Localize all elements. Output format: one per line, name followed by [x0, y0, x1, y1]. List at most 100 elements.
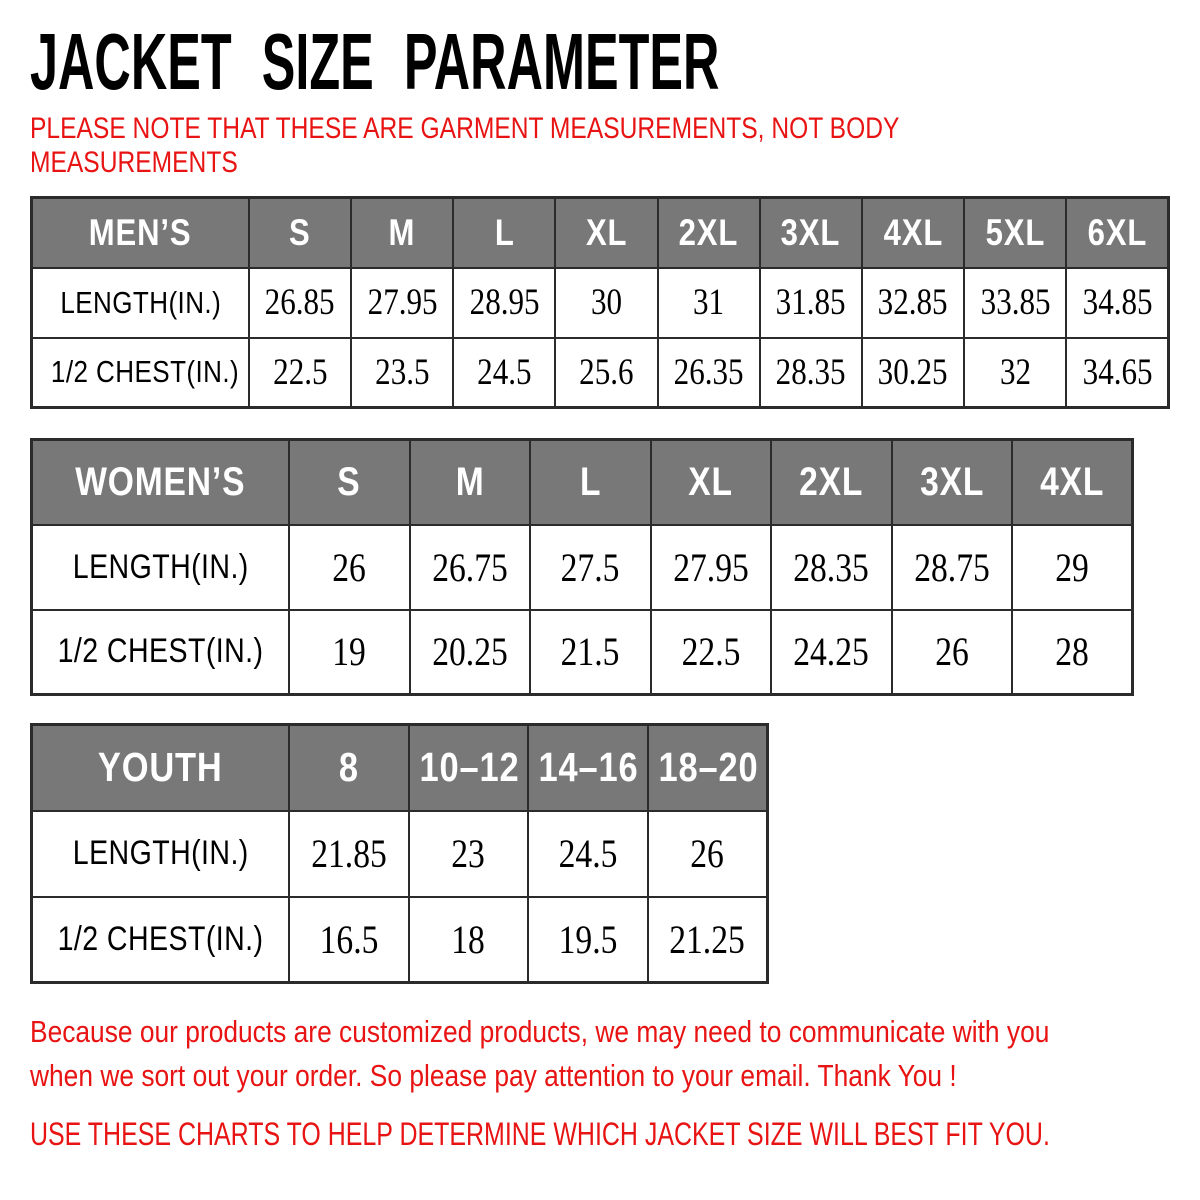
size-value: 31	[693, 282, 725, 323]
youth-col-header-10-12: 10–12	[407, 723, 530, 812]
row-label-cell: 1/2 CHEST(IN.)	[30, 895, 290, 984]
womens-col-header-s: S	[288, 438, 411, 526]
womens-col-header-3xl: 3XL	[890, 438, 1013, 526]
size-value: 26	[332, 544, 367, 590]
size-value-cell: 16.5	[288, 895, 410, 984]
size-value: 23	[451, 831, 486, 876]
size-value-cell: 27.95	[350, 266, 455, 339]
mens-table-title: MEN’S	[89, 211, 192, 253]
womens-col-header-xl: XL	[649, 438, 772, 526]
customization-notice-line-2: when we sort out your order. So please p…	[30, 1054, 1170, 1098]
size-value-cell: 27.5	[529, 523, 652, 611]
size-value: 26	[934, 629, 969, 675]
size-value-cell: 26	[288, 523, 411, 611]
youth-chest-row: 1/2 CHEST(IN.) 16.5 18 19.5 21.25	[30, 895, 769, 984]
mens-col-header-2xl: 2XL	[656, 196, 761, 269]
col-header-text: L	[579, 459, 601, 504]
size-value-cell: 26.75	[408, 523, 531, 611]
col-header-text: M	[455, 459, 485, 504]
row-label-cell: 1/2 CHEST(IN.)	[30, 608, 290, 696]
size-value-cell: 27.95	[649, 523, 772, 611]
size-value-cell: 31	[656, 266, 761, 339]
note-line-2-text: MEASUREMENTS	[30, 146, 238, 179]
size-value: 30.25	[878, 351, 948, 393]
row-label-cell: LENGTH(IN.)	[30, 266, 250, 339]
youth-size-table: YOUTH 8 10–12 14–16 18–20 LENGTH(IN.) 21…	[30, 723, 769, 984]
size-parameter-sheet: JACKET SIZE PARAMETER PLEASE NOTE THAT T…	[30, 17, 1170, 1154]
size-value: 21.85	[311, 831, 387, 876]
womens-table-title: WOMEN’S	[75, 459, 246, 504]
size-value: 29	[1055, 544, 1089, 590]
mens-col-header-xl: XL	[554, 196, 659, 269]
row-label-cell: LENGTH(IN.)	[30, 809, 290, 898]
col-header-text: 5XL	[985, 211, 1045, 253]
womens-col-header-m: M	[408, 438, 531, 526]
size-value: 18	[451, 916, 486, 962]
garment-measurement-note: PLEASE NOTE THAT THESE ARE GARMENT MEASU…	[30, 112, 1170, 180]
womens-col-header-l: L	[529, 438, 652, 526]
col-header-text: 10–12	[419, 744, 520, 791]
customization-notice-line-2-text: when we sort out your order. So please p…	[30, 1058, 957, 1093]
size-value-cell: 26	[890, 608, 1013, 696]
size-value: 19.5	[558, 916, 618, 962]
col-header-text: L	[494, 211, 515, 253]
page-title: JACKET SIZE PARAMETER	[30, 17, 720, 106]
size-value: 34.65	[1082, 351, 1153, 393]
size-value: 30	[591, 282, 623, 323]
mens-col-header-4xl: 4XL	[860, 196, 966, 269]
col-header-text: 2XL	[678, 211, 739, 253]
size-value: 24.5	[477, 351, 532, 393]
col-header-text: 3XL	[919, 459, 984, 504]
col-header-text: 6XL	[1087, 211, 1147, 253]
size-value-cell: 26.35	[656, 336, 761, 409]
size-value: 26.75	[431, 544, 508, 590]
row-label: LENGTH(IN.)	[72, 547, 249, 586]
size-value: 21.5	[560, 629, 620, 675]
size-value: 21.25	[669, 916, 746, 962]
row-label: 1/2 CHEST(IN.)	[57, 919, 264, 958]
size-value-cell: 24.5	[452, 336, 557, 409]
size-value-cell: 31.85	[758, 266, 863, 339]
womens-header-row: WOMEN’S S M L XL 2XL 3XL 4XL	[30, 438, 1134, 526]
size-value: 32	[999, 351, 1031, 393]
size-value-cell: 21.25	[646, 895, 769, 984]
size-value-cell: 18	[407, 895, 530, 984]
size-value: 26	[690, 831, 725, 876]
mens-col-header-6xl: 6XL	[1065, 196, 1170, 269]
size-value-cell: 20.25	[408, 608, 531, 696]
customization-notice-line-1: Because our products are customized prod…	[30, 1010, 1170, 1054]
womens-chest-row: 1/2 CHEST(IN.) 19 20.25 21.5 22.5 24.25 …	[30, 608, 1134, 696]
womens-table-title-cell: WOMEN’S	[30, 438, 290, 526]
row-label-cell: 1/2 CHEST(IN.)	[30, 336, 250, 409]
size-value: 28.95	[469, 282, 540, 323]
size-value: 28.75	[913, 544, 990, 590]
size-value-cell: 28	[1011, 608, 1134, 696]
womens-size-table: WOMEN’S S M L XL 2XL 3XL 4XL LENGTH(IN.)…	[30, 438, 1134, 696]
size-value: 28.35	[793, 544, 870, 590]
usage-instruction: USE THESE CHARTS TO HELP DETERMINE WHICH…	[30, 1114, 1170, 1154]
col-header-text: 4XL	[883, 211, 943, 253]
size-value-cell: 28.95	[452, 266, 557, 339]
mens-table-title-cell: MEN’S	[30, 196, 250, 269]
usage-instruction-text: USE THESE CHARTS TO HELP DETERMINE WHICH…	[30, 1116, 1050, 1152]
size-value-cell: 24.5	[527, 809, 649, 898]
size-value: 32.85	[878, 282, 948, 323]
size-value-cell: 34.85	[1065, 266, 1170, 339]
col-header-text: S	[289, 211, 311, 253]
size-value-cell: 22.5	[649, 608, 772, 696]
size-value-cell: 28.35	[758, 336, 863, 409]
row-label-cell: LENGTH(IN.)	[30, 523, 290, 611]
youth-header-row: YOUTH 8 10–12 14–16 18–20	[30, 723, 769, 812]
youth-length-row: LENGTH(IN.) 21.85 23 24.5 26	[30, 809, 769, 898]
size-value-cell: 25.6	[554, 336, 659, 409]
size-value: 34.85	[1082, 282, 1153, 323]
size-value-cell: 32	[963, 336, 1068, 409]
mens-col-header-l: L	[452, 196, 557, 269]
mens-header-row: MEN’S S M L XL 2XL 3XL 4XL 5XL 6XL	[30, 196, 1170, 269]
col-header-text: 8	[338, 744, 359, 791]
note-line-2: MEASUREMENTS	[30, 146, 1170, 180]
size-value-cell: 33.85	[963, 266, 1068, 339]
youth-col-header-18-20: 18–20	[646, 723, 769, 812]
size-value: 22.5	[681, 629, 741, 675]
size-value: 31.85	[775, 282, 846, 323]
